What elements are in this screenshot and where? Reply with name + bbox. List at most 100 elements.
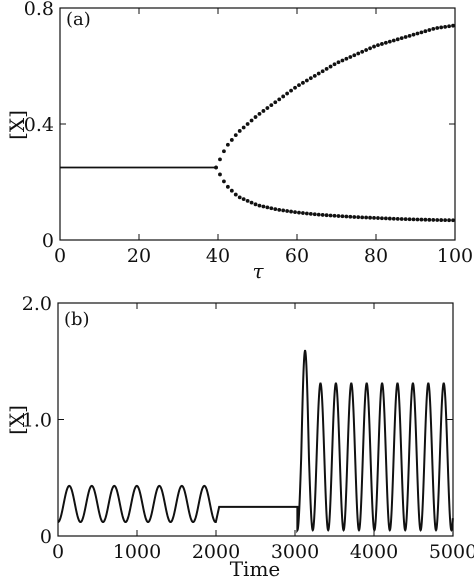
- lower-branch-point: [233, 192, 238, 197]
- lower-branch-point: [427, 217, 432, 222]
- upper-branch-point: [451, 23, 455, 28]
- lower-branch-point: [383, 216, 388, 221]
- upper-branch-point: [415, 31, 420, 36]
- upper-branch-point: [399, 36, 404, 41]
- lower-branch-point: [332, 213, 337, 218]
- upper-branch-point: [372, 44, 376, 49]
- x-tick-label: 80: [364, 245, 388, 267]
- upper-branch-point: [447, 24, 451, 29]
- lower-branch-point: [265, 205, 270, 210]
- lower-branch-point: [218, 172, 222, 177]
- panel-a-ylabel: [X]: [5, 110, 29, 140]
- panel-b-label: (b): [64, 309, 90, 330]
- upper-branch-point: [419, 30, 424, 35]
- upper-branch-point: [285, 91, 290, 96]
- upper-branch-point: [225, 142, 230, 147]
- lower-branch-point: [273, 207, 278, 212]
- upper-branch-point: [407, 33, 412, 38]
- upper-branch-point: [273, 100, 278, 105]
- lower-branch-point: [249, 200, 254, 205]
- upper-branch-point: [249, 118, 254, 123]
- upper-branch-point: [360, 49, 365, 54]
- upper-branch-point: [332, 62, 337, 67]
- lower-branch-point: [225, 184, 230, 189]
- x-tick-label: 4000: [350, 541, 398, 563]
- upper-branch-point: [233, 133, 238, 138]
- panel-a-frame: [59, 7, 456, 241]
- lower-branch-point: [229, 188, 234, 193]
- upper-branch-point: [368, 46, 372, 51]
- lower-branch-point: [277, 207, 282, 212]
- lower-branch-point: [411, 217, 416, 222]
- x-tick-label: 60: [285, 245, 309, 267]
- upper-branch-point: [364, 48, 369, 52]
- lower-branch-point: [241, 197, 246, 202]
- lower-branch-point: [304, 211, 309, 216]
- upper-branch-point: [427, 28, 432, 32]
- lower-branch-point: [439, 218, 444, 222]
- panel-b-xlabel: Time: [230, 557, 281, 579]
- x-tick-label: 2000: [192, 541, 240, 563]
- lower-branch-point: [237, 195, 242, 200]
- upper-branch-point: [435, 26, 440, 30]
- upper-branch-point: [304, 78, 309, 83]
- upper-branch-point: [344, 56, 349, 61]
- lower-branch-point: [387, 216, 392, 221]
- x-tick-label: 3000: [271, 541, 319, 563]
- panel-b-plot-area: [57, 349, 454, 534]
- panel-a-ticks: 0 20 40 60 80 100 0 0.4 0.8: [24, 0, 473, 267]
- upper-branch-point: [293, 85, 297, 90]
- upper-branch-point: [308, 76, 313, 81]
- upper-branch-point: [383, 40, 388, 45]
- y-tick-label: 0.8: [24, 0, 54, 20]
- x-tick-label: 0: [54, 245, 66, 267]
- x-tick-label: 0: [52, 541, 64, 563]
- lower-branch-point: [399, 217, 404, 221]
- upper-branch-point: [316, 71, 321, 76]
- lower-branch-point: [360, 215, 365, 220]
- lower-branch-point: [443, 218, 448, 223]
- lower-branch-point: [415, 217, 420, 222]
- panel-b-ylabel: [X]: [5, 405, 29, 435]
- lower-branch-point: [340, 214, 345, 219]
- lower-branch-point: [395, 216, 400, 221]
- lower-branch-point: [285, 209, 290, 213]
- lower-branch-point: [451, 218, 455, 223]
- panel-a-xlabel: τ: [252, 259, 264, 283]
- upper-branch-point: [229, 138, 234, 142]
- lower-branch-point: [423, 217, 428, 222]
- upper-branch-point: [222, 149, 226, 154]
- y-tick-label: 0.4: [24, 114, 54, 136]
- upper-branch-point: [336, 60, 341, 65]
- y-tick-label: 1.0: [22, 410, 52, 432]
- lower-branch-point: [344, 214, 349, 219]
- upper-branch-point: [289, 88, 293, 93]
- upper-branch-point: [253, 115, 258, 119]
- x-tick-label: 20: [127, 245, 151, 267]
- lower-branch-point: [419, 217, 424, 222]
- panel-b-frame: [57, 302, 454, 537]
- upper-branch-point: [387, 39, 392, 44]
- panel-a-label: (a): [66, 9, 91, 30]
- panel-b-ticks: 0 1000 2000 3000 4000 5000 0 1.0 2.0: [22, 293, 474, 563]
- upper-branch-point: [443, 24, 448, 29]
- lower-branch-point: [281, 208, 286, 213]
- x-tick-label: 5000: [429, 541, 474, 563]
- lower-branch-point: [316, 212, 321, 217]
- upper-branch-point: [218, 157, 222, 162]
- upper-branch-point: [403, 35, 408, 39]
- upper-branch-point: [269, 103, 274, 108]
- upper-branch-point: [380, 42, 384, 46]
- lower-branch-point: [301, 211, 305, 215]
- upper-branch-point: [301, 80, 305, 85]
- upper-branch-point: [261, 109, 266, 113]
- lower-branch-point: [253, 202, 258, 207]
- upper-branch-point: [411, 32, 416, 37]
- upper-branch-point: [356, 51, 361, 56]
- y-tick-label: 0: [40, 526, 52, 548]
- y-tick-label: 0: [42, 230, 54, 252]
- lower-branch-point: [293, 210, 297, 215]
- y-tick-label: 2.0: [22, 293, 52, 315]
- lower-branch-point: [352, 215, 357, 219]
- lower-branch-point: [364, 215, 369, 220]
